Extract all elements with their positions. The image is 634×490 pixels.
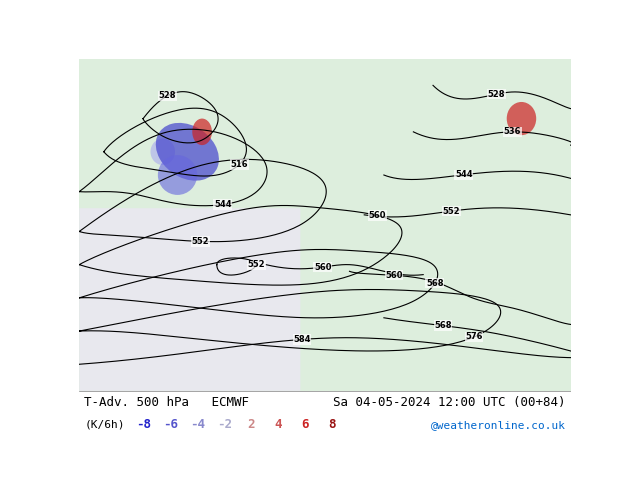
Text: 560: 560 [314, 263, 332, 271]
Text: 552: 552 [443, 207, 460, 216]
Ellipse shape [192, 119, 212, 145]
Text: 528: 528 [488, 90, 505, 98]
Text: Sa 04-05-2024 12:00 UTC (00+84): Sa 04-05-2024 12:00 UTC (00+84) [333, 395, 566, 409]
Ellipse shape [150, 139, 175, 165]
Text: 568: 568 [434, 321, 452, 330]
Text: 2: 2 [247, 418, 255, 431]
Text: -6: -6 [163, 418, 178, 431]
Text: (K/6h): (K/6h) [84, 420, 125, 430]
Text: 4: 4 [275, 418, 282, 431]
Text: T-Adv. 500 hPa   ECMWF: T-Adv. 500 hPa ECMWF [84, 395, 249, 409]
Text: @weatheronline.co.uk: @weatheronline.co.uk [430, 420, 566, 430]
FancyBboxPatch shape [79, 208, 301, 391]
Text: 560: 560 [369, 211, 386, 220]
Text: 8: 8 [328, 418, 336, 431]
Text: -2: -2 [217, 418, 231, 431]
Text: 584: 584 [293, 335, 311, 344]
Text: 528: 528 [158, 91, 176, 100]
Text: 6: 6 [302, 418, 309, 431]
Ellipse shape [158, 155, 197, 195]
Ellipse shape [156, 123, 219, 181]
Text: 544: 544 [214, 200, 231, 209]
Text: 560: 560 [385, 271, 403, 280]
Text: -4: -4 [190, 418, 205, 431]
Ellipse shape [507, 102, 536, 135]
Text: 544: 544 [455, 170, 473, 179]
Text: 552: 552 [191, 237, 209, 246]
Text: 576: 576 [465, 333, 483, 342]
Text: 516: 516 [230, 160, 248, 169]
Text: 568: 568 [426, 279, 444, 288]
Text: 536: 536 [503, 127, 521, 136]
Text: 552: 552 [247, 260, 265, 270]
Text: -8: -8 [136, 418, 151, 431]
